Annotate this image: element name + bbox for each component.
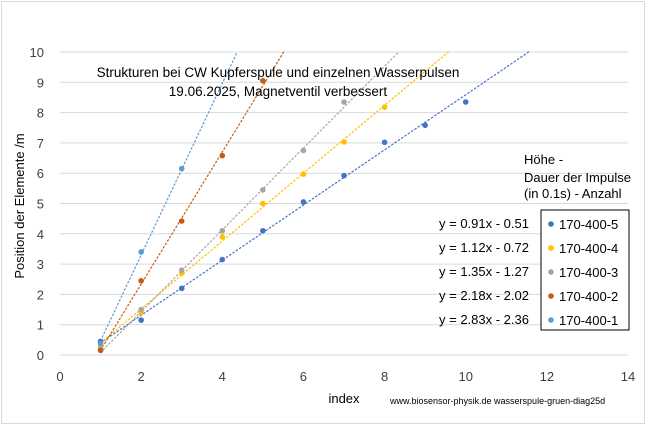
equation-170-400-5: y = 0.91x - 0.51 [439,216,529,231]
point-170-400-5-7 [341,172,347,179]
point-170-400-1-2 [138,249,144,255]
legend: 170-400-5 170-400-4 170-400-3 170-400-2 170-… [548,217,618,328]
trendline-170-400-4 [99,51,449,344]
point-170-400-3-4 [219,227,226,234]
legend-marker-170-400-5 [548,221,554,227]
data-points [97,77,469,354]
trendline-equations: y = 0.91x - 0.51 y = 1.12x - 0.72 y = 1.35… [439,216,529,327]
y-tick-0: 0 [37,348,44,363]
y-tick-2: 2 [37,287,44,302]
point-170-400-2-4 [219,152,226,159]
trendline-170-400-1 [99,51,238,342]
legend-heading-line-2: Dauer der Impulse [524,170,631,185]
point-170-400-4-8 [381,104,388,110]
legend-marker-170-400-2 [548,293,554,299]
point-170-400-2-1 [97,347,104,354]
y-axis-title: Position der Elemente /m [12,133,27,278]
point-170-400-3-7 [341,99,347,105]
x-tick-0: 0 [56,369,63,384]
y-tick-labels: 0 1 2 3 4 5 6 7 8 9 10 [30,45,44,363]
x-tick-2: 2 [138,369,145,384]
x-tick-14: 14 [621,369,635,384]
y-tick-6: 6 [37,166,44,181]
legend-marker-170-400-3 [548,269,554,275]
x-tick-10: 10 [458,369,472,384]
point-170-400-5-3 [178,285,185,292]
point-170-400-5-10 [462,99,469,105]
point-170-400-5-9 [422,122,428,129]
point-170-400-3-6 [300,147,307,154]
y-tick-4: 4 [37,227,44,242]
equation-170-400-3: y = 1.35x - 1.27 [439,264,529,279]
y-tick-10: 10 [30,45,44,60]
y-tick-1: 1 [37,318,44,333]
x-tick-8: 8 [381,369,388,384]
x-axis-title: index [328,391,360,406]
point-170-400-1-1 [97,340,104,347]
y-tick-9: 9 [37,75,44,90]
legend-heading-line-3: (in 0.1s) - Anzahl [524,186,622,201]
legend-box [540,209,630,331]
legend-marker-170-400-4 [548,245,554,251]
point-170-400-2-5 [260,77,266,84]
point-170-400-3-5 [260,187,266,193]
x-tick-12: 12 [540,369,554,384]
footer-note: www.biosensor-physik.de wasserspule-grue… [389,396,605,406]
gridlines [60,51,628,356]
point-170-400-3-3 [178,267,185,273]
x-tick-6: 6 [300,369,307,384]
y-tick-7: 7 [37,136,44,151]
y-tick-8: 8 [37,106,44,121]
y-tick-5: 5 [37,197,44,212]
point-170-400-2-2 [138,277,144,284]
equation-170-400-2: y = 2.18x - 2.02 [439,288,529,303]
legend-label-170-400-1: 170-400-1 [559,313,618,328]
chart-title-line-2: 19.06.2025, Magnetventil verbessert [169,84,388,99]
x-tick-4: 4 [219,369,226,384]
point-170-400-1-3 [178,165,185,172]
point-170-400-4-6 [300,171,307,177]
legend-label-170-400-3: 170-400-3 [559,265,618,280]
equation-170-400-4: y = 1.12x - 0.72 [439,240,529,255]
equation-170-400-1: y = 2.83x - 2.36 [439,312,529,327]
trendline-170-400-3 [99,51,400,354]
point-170-400-5-4 [219,256,226,263]
point-170-400-5-6 [300,199,307,205]
point-170-400-4-5 [260,200,266,207]
point-170-400-5-5 [260,227,266,234]
chart-title-line-1: Strukturen bei CW Kupferspule und einzel… [97,65,460,80]
legend-label-170-400-2: 170-400-2 [559,289,618,304]
trendline-170-400-2 [99,51,285,351]
legend-marker-170-400-1 [548,317,554,323]
point-170-400-5-2 [138,317,144,323]
point-170-400-5-8 [381,139,388,146]
legend-label-170-400-4: 170-400-4 [559,241,618,256]
point-170-400-3-2 [138,306,144,313]
point-170-400-4-4 [219,234,226,240]
point-170-400-4-7 [341,139,347,145]
legend-label-170-400-5: 170-400-5 [559,217,618,232]
point-170-400-2-3 [178,218,185,224]
x-tick-labels: 0 2 4 6 8 10 12 14 [56,369,635,384]
y-tick-3: 3 [37,257,44,272]
legend-heading-line-1: Höhe - [524,152,563,167]
trendlines [99,51,530,354]
